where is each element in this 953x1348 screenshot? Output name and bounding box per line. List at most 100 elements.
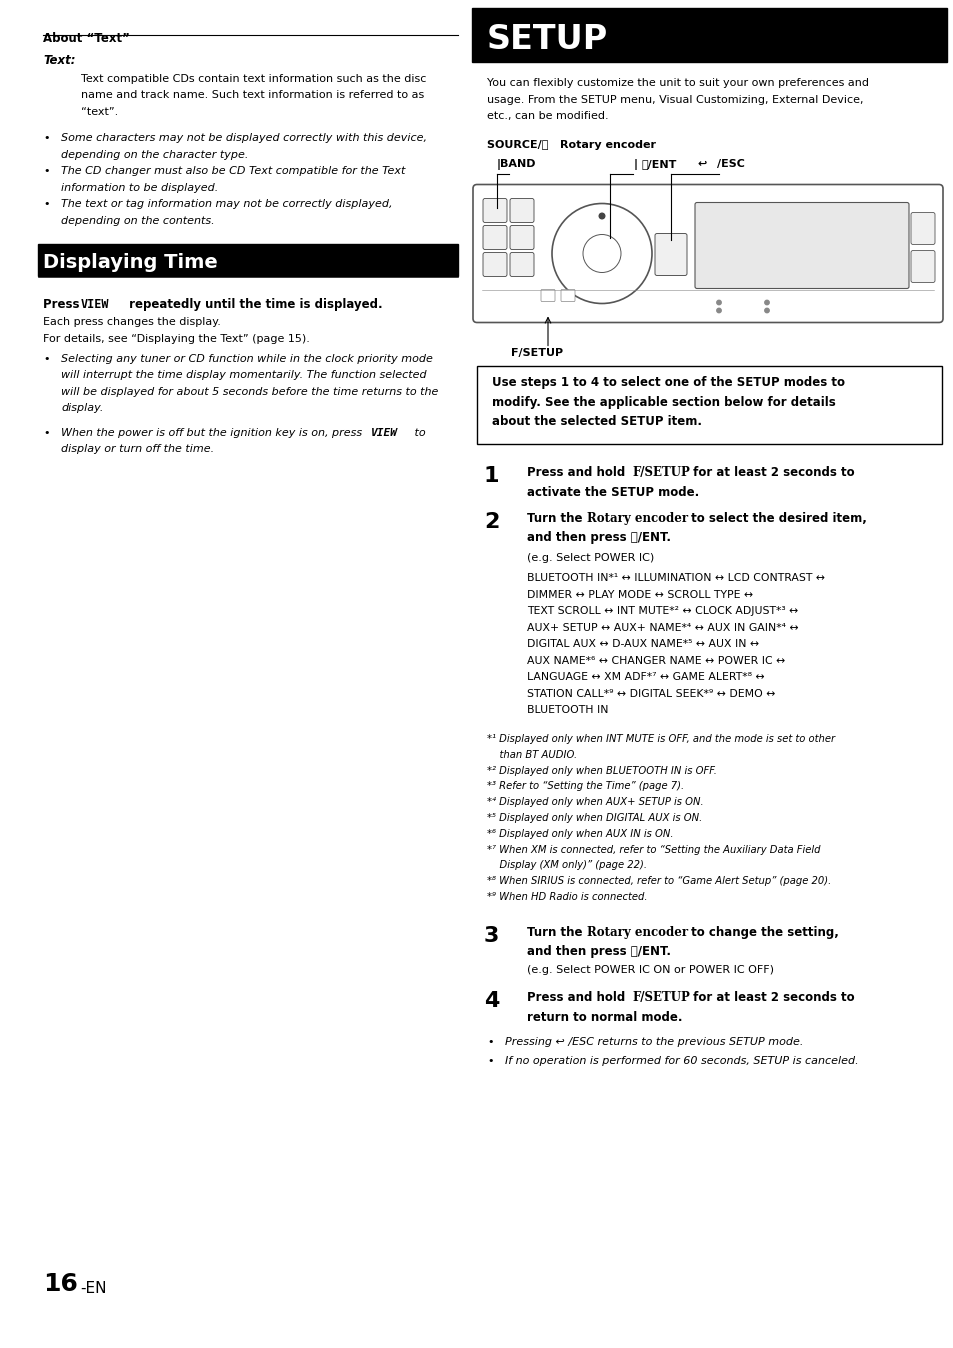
Text: 16: 16 <box>43 1273 78 1295</box>
Text: *⁹ When HD Radio is connected.: *⁹ When HD Radio is connected. <box>486 892 647 902</box>
Text: Press: Press <box>43 298 84 311</box>
Text: will be displayed for about 5 seconds before the time returns to the: will be displayed for about 5 seconds be… <box>61 387 438 398</box>
FancyBboxPatch shape <box>510 198 534 222</box>
Text: You can flexibly customize the unit to suit your own preferences and: You can flexibly customize the unit to s… <box>486 78 868 88</box>
FancyBboxPatch shape <box>910 251 934 283</box>
FancyBboxPatch shape <box>695 202 908 288</box>
Text: About “Text”: About “Text” <box>43 32 130 44</box>
Text: and then press ⌕/ENT.: and then press ⌕/ENT. <box>526 945 670 958</box>
Text: Rotary encoder: Rotary encoder <box>586 926 687 938</box>
Text: name and track name. Such text information is referred to as: name and track name. Such text informati… <box>81 90 424 101</box>
Text: BLUETOOTH IN: BLUETOOTH IN <box>526 705 608 716</box>
Text: for at least 2 seconds to: for at least 2 seconds to <box>688 991 854 1004</box>
Text: display or turn off the time.: display or turn off the time. <box>61 445 213 454</box>
Text: F/SETUP: F/SETUP <box>631 466 689 480</box>
Text: and then press ⌕/ENT.: and then press ⌕/ENT. <box>526 531 670 545</box>
Text: F/SETUP: F/SETUP <box>631 991 689 1004</box>
Text: to select the desired item,: to select the desired item, <box>686 512 866 524</box>
Text: Text compatible CDs contain text information such as the disc: Text compatible CDs contain text informa… <box>81 74 426 84</box>
Text: *⁴ Displayed only when AUX+ SETUP is ON.: *⁴ Displayed only when AUX+ SETUP is ON. <box>486 797 703 807</box>
Text: 3: 3 <box>483 926 498 946</box>
Circle shape <box>716 301 720 305</box>
Bar <box>38 244 457 276</box>
Text: information to be displayed.: information to be displayed. <box>61 183 218 193</box>
Text: /ESC: /ESC <box>717 159 744 170</box>
Text: The CD changer must also be CD Text compatible for the Text: The CD changer must also be CD Text comp… <box>61 167 405 177</box>
FancyBboxPatch shape <box>510 225 534 249</box>
Text: Rotary encoder: Rotary encoder <box>586 512 687 524</box>
Text: repeatedly until the time is displayed.: repeatedly until the time is displayed. <box>125 298 382 311</box>
Text: Displaying Time: Displaying Time <box>43 253 217 272</box>
Text: 4: 4 <box>483 991 498 1011</box>
Text: “text”.: “text”. <box>81 106 118 117</box>
FancyBboxPatch shape <box>560 290 575 302</box>
Text: activate the SETUP mode.: activate the SETUP mode. <box>526 487 699 499</box>
Text: •: • <box>43 167 50 177</box>
Text: •: • <box>43 133 50 143</box>
Text: for at least 2 seconds to: for at least 2 seconds to <box>688 466 854 480</box>
Text: Selecting any tuner or CD function while in the clock priority mode: Selecting any tuner or CD function while… <box>61 355 433 364</box>
Text: If no operation is performed for 60 seconds, SETUP is canceled.: If no operation is performed for 60 seco… <box>504 1057 858 1066</box>
Text: DIGITAL AUX ↔ D-AUX NAME*⁵ ↔ AUX IN ↔: DIGITAL AUX ↔ D-AUX NAME*⁵ ↔ AUX IN ↔ <box>526 639 759 650</box>
Text: SOURCE/⏻   Rotary encoder: SOURCE/⏻ Rotary encoder <box>486 139 656 150</box>
Text: modify. See the applicable section below for details: modify. See the applicable section below… <box>492 396 835 408</box>
Text: •: • <box>43 355 50 364</box>
Text: *³ Refer to “Setting the Time” (page 7).: *³ Refer to “Setting the Time” (page 7). <box>486 782 683 791</box>
Text: VIEW: VIEW <box>81 298 110 311</box>
Text: DIMMER ↔ PLAY MODE ↔ SCROLL TYPE ↔: DIMMER ↔ PLAY MODE ↔ SCROLL TYPE ↔ <box>526 590 752 600</box>
Text: Press and hold: Press and hold <box>526 991 629 1004</box>
Text: VIEW: VIEW <box>371 429 397 438</box>
Circle shape <box>764 309 768 313</box>
Text: ⌕/ENT: ⌕/ENT <box>641 159 677 170</box>
Text: Text:: Text: <box>43 54 75 67</box>
Text: •: • <box>43 200 50 209</box>
Text: SETUP: SETUP <box>486 23 608 57</box>
Text: to change the setting,: to change the setting, <box>686 926 838 938</box>
Text: TEXT SCROLL ↔ INT MUTE*² ↔ CLOCK ADJUST*³ ↔: TEXT SCROLL ↔ INT MUTE*² ↔ CLOCK ADJUST*… <box>526 607 798 616</box>
Text: STATION CALL*⁹ ↔ DIGITAL SEEK*⁹ ↔ DEMO ↔: STATION CALL*⁹ ↔ DIGITAL SEEK*⁹ ↔ DEMO ↔ <box>526 689 775 700</box>
Text: depending on the contents.: depending on the contents. <box>61 216 214 226</box>
Text: Each press changes the display.: Each press changes the display. <box>43 318 221 328</box>
Text: |BAND: |BAND <box>497 159 536 170</box>
FancyBboxPatch shape <box>910 213 934 244</box>
Text: will interrupt the time display momentarily. The function selected: will interrupt the time display momentar… <box>61 371 426 380</box>
Text: Turn the: Turn the <box>526 926 586 938</box>
FancyBboxPatch shape <box>476 367 941 445</box>
Circle shape <box>764 301 768 305</box>
Text: The text or tag information may not be correctly displayed,: The text or tag information may not be c… <box>61 200 392 209</box>
FancyBboxPatch shape <box>510 252 534 276</box>
Text: *² Displayed only when BLUETOOTH IN is OFF.: *² Displayed only when BLUETOOTH IN is O… <box>486 766 716 775</box>
Text: than BT AUDIO.: than BT AUDIO. <box>486 749 577 760</box>
Text: •: • <box>486 1057 493 1066</box>
Text: Use steps 1 to 4 to select one of the SETUP modes to: Use steps 1 to 4 to select one of the SE… <box>492 376 844 390</box>
FancyBboxPatch shape <box>482 252 506 276</box>
Text: BLUETOOTH IN*¹ ↔ ILLUMINATION ↔ LCD CONTRAST ↔: BLUETOOTH IN*¹ ↔ ILLUMINATION ↔ LCD CONT… <box>526 573 824 584</box>
Text: AUX NAME*⁶ ↔ CHANGER NAME ↔ POWER IC ↔: AUX NAME*⁶ ↔ CHANGER NAME ↔ POWER IC ↔ <box>526 656 784 666</box>
Text: *⁷ When XM is connected, refer to “Setting the Auxiliary Data Field: *⁷ When XM is connected, refer to “Setti… <box>486 845 820 855</box>
Text: •: • <box>486 1037 493 1047</box>
Text: display.: display. <box>61 403 103 414</box>
Text: etc., can be modified.: etc., can be modified. <box>486 111 608 121</box>
Bar <box>472 8 946 62</box>
FancyBboxPatch shape <box>655 233 686 275</box>
Text: Some characters may not be displayed correctly with this device,: Some characters may not be displayed cor… <box>61 133 427 143</box>
Text: Pressing ↩ /ESC returns to the previous SETUP mode.: Pressing ↩ /ESC returns to the previous … <box>504 1037 802 1047</box>
Text: about the selected SETUP item.: about the selected SETUP item. <box>492 415 701 429</box>
Text: -EN: -EN <box>80 1281 107 1295</box>
Text: return to normal mode.: return to normal mode. <box>526 1011 681 1023</box>
Text: to: to <box>411 429 425 438</box>
Text: *⁸ When SIRIUS is connected, refer to “Game Alert Setup” (page 20).: *⁸ When SIRIUS is connected, refer to “G… <box>486 876 830 886</box>
Text: depending on the character type.: depending on the character type. <box>61 150 248 160</box>
Text: 2: 2 <box>483 512 498 532</box>
Text: For details, see “Displaying the Text” (page 15).: For details, see “Displaying the Text” (… <box>43 334 310 344</box>
Text: AUX+ SETUP ↔ AUX+ NAME*⁴ ↔ AUX IN GAIN*⁴ ↔: AUX+ SETUP ↔ AUX+ NAME*⁴ ↔ AUX IN GAIN*⁴… <box>526 623 798 634</box>
Text: Turn the: Turn the <box>526 512 586 524</box>
Text: *⁵ Displayed only when DIGITAL AUX is ON.: *⁵ Displayed only when DIGITAL AUX is ON… <box>486 813 701 824</box>
Text: When the power is off but the ignition key is on, press: When the power is off but the ignition k… <box>61 429 365 438</box>
Text: LANGUAGE ↔ XM ADF*⁷ ↔ GAME ALERT*⁸ ↔: LANGUAGE ↔ XM ADF*⁷ ↔ GAME ALERT*⁸ ↔ <box>526 673 763 682</box>
FancyBboxPatch shape <box>473 185 942 322</box>
Text: Display (XM only)” (page 22).: Display (XM only)” (page 22). <box>486 860 646 871</box>
Text: (e.g. Select POWER IC): (e.g. Select POWER IC) <box>526 554 654 563</box>
Text: usage. From the SETUP menu, Visual Customizing, External Device,: usage. From the SETUP menu, Visual Custo… <box>486 94 862 105</box>
Circle shape <box>598 213 604 218</box>
